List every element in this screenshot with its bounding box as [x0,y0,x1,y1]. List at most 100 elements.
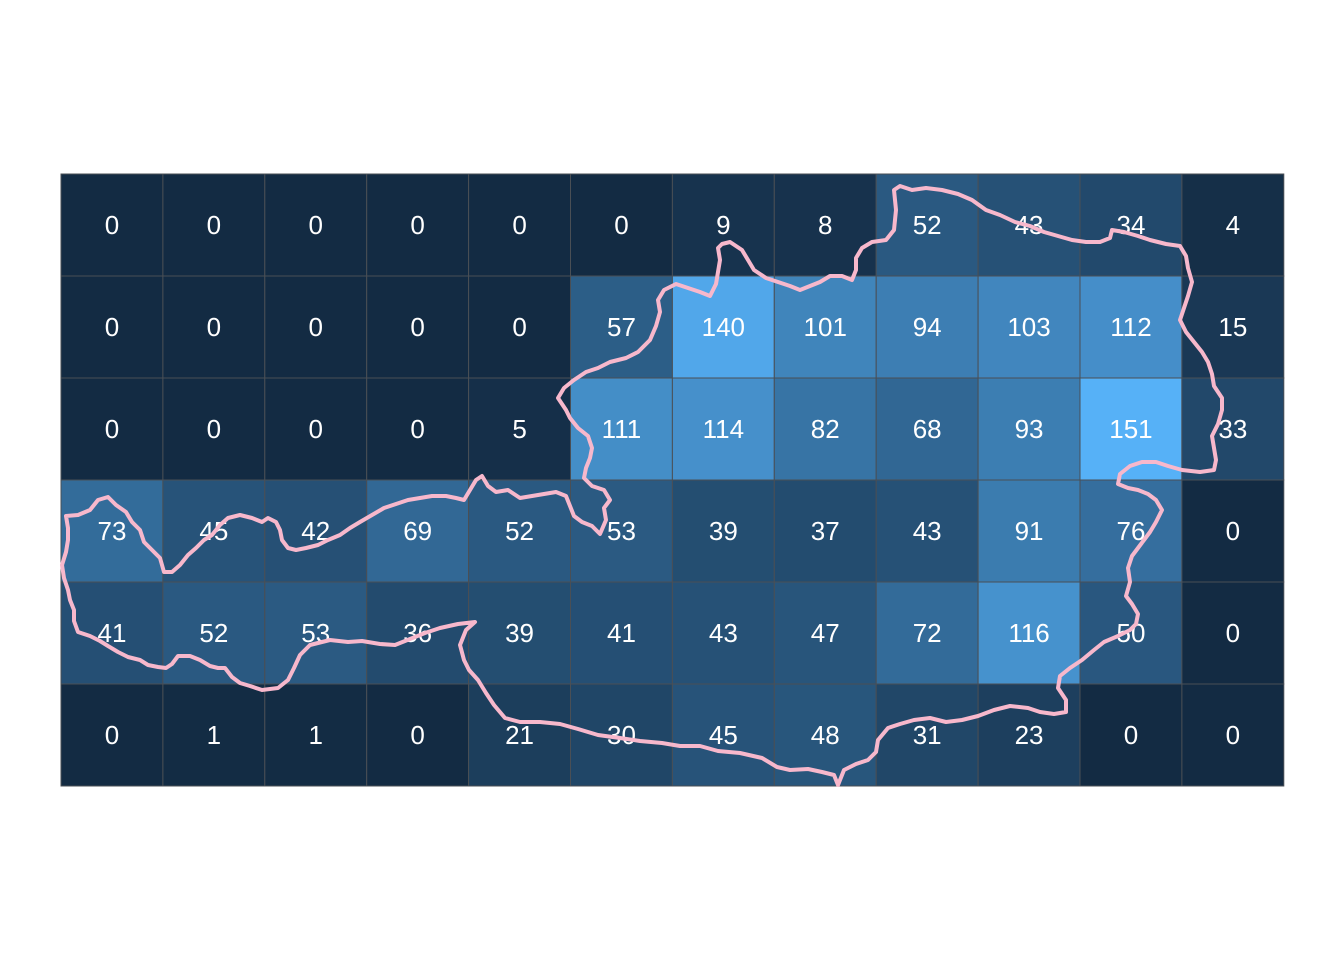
cell-value-label: 48 [811,720,840,750]
cell-value-label: 23 [1015,720,1044,750]
cell-value-label: 0 [512,210,526,240]
heatmap-cell [570,173,673,277]
heatmap-cell [671,275,775,379]
heatmap-cell [1079,275,1183,379]
heatmap-cells [60,173,1285,787]
heatmap-cell [773,581,877,685]
heatmap-cell [366,683,470,787]
heatmap-cell [773,173,877,277]
cell-value-label: 0 [410,210,424,240]
cell-value-label: 0 [207,414,221,444]
cell-value-label: 57 [607,312,636,342]
cell-value-label: 41 [607,618,636,648]
heatmap-cell [773,275,877,379]
heatmap-cell [1181,173,1285,277]
heatmap-cell [468,581,572,685]
cell-value-label: 140 [702,312,745,342]
heatmap-cell [60,479,164,583]
cell-value-label: 0 [105,210,119,240]
heatmap-cell [875,275,979,379]
heatmap-cell [264,173,368,277]
cell-value-label: 52 [913,210,942,240]
heatmap-cell [468,377,572,481]
cell-value-label: 93 [1015,414,1044,444]
country-outline [60,184,1224,787]
heatmap-cell-labels: 0 0 0 0 0 0 9 8 52 43 34 40 0 0 0 0 57 140 101 94 103 112 150 0… [97,210,1247,750]
heatmap-cell [671,479,775,583]
heatmap-cell [570,683,673,787]
heatmap-cell [60,173,164,277]
heatmap-cell [671,581,775,685]
cell-value-label: 82 [811,414,840,444]
cell-value-label: 0 [309,312,323,342]
heatmap-cell [264,581,368,685]
cell-value-label: 43 [709,618,738,648]
heatmap-cell [366,173,470,277]
cell-value-label: 0 [105,414,119,444]
heatmap-cell [570,581,673,685]
cell-value-label: 72 [913,618,942,648]
heatmap-cell [671,683,775,787]
cell-value-label: 52 [199,618,228,648]
cell-value-label: 0 [309,210,323,240]
heatmap-cell [60,683,164,787]
cell-value-label: 47 [811,618,840,648]
heatmap-cell [264,275,368,379]
heatmap-cell [60,275,164,379]
cell-value-label: 9 [716,210,730,240]
cell-value-label: 116 [1008,618,1049,648]
cell-value-label: 39 [709,516,738,546]
cell-value-label: 151 [1109,414,1152,444]
cell-value-label: 112 [1110,312,1151,342]
heatmap-cell [977,683,1081,787]
cell-value-label: 111 [602,414,642,444]
heatmap-cell [366,275,470,379]
cell-value-label: 4 [1226,210,1240,240]
cell-value-label: 91 [1015,516,1044,546]
cell-value-label: 0 [207,210,221,240]
cell-value-label: 0 [105,312,119,342]
cell-value-label: 52 [505,516,534,546]
heatmap-cell [1079,683,1183,787]
cell-value-label: 1 [309,720,323,750]
cell-value-label: 114 [703,414,744,444]
cell-value-label: 0 [105,720,119,750]
cell-value-label: 73 [97,516,126,546]
heatmap-cell [162,275,266,379]
cell-value-label: 0 [410,312,424,342]
cell-value-label: 94 [913,312,942,342]
cell-value-label: 0 [410,414,424,444]
cell-value-label: 31 [913,720,942,750]
heatmap-cell [366,377,470,481]
cell-value-label: 0 [309,414,323,444]
cell-value-label: 68 [913,414,942,444]
cell-value-label: 0 [1226,618,1240,648]
heatmap-cell [977,275,1081,379]
cell-value-label: 37 [811,516,840,546]
cell-value-label: 76 [1116,516,1145,546]
cell-value-label: 45 [709,720,738,750]
cell-value-label: 15 [1218,312,1247,342]
cell-value-label: 101 [804,312,847,342]
cell-value-label: 0 [410,720,424,750]
heatmap-cell [875,683,979,787]
heatmap-cell [875,479,979,583]
heatmap-cell [162,173,266,277]
heatmap-cell [162,683,266,787]
cell-value-label: 0 [1226,720,1240,750]
cell-value-label: 33 [1218,414,1247,444]
cell-value-label: 0 [1124,720,1138,750]
heatmap-cell [1079,581,1183,685]
cell-value-label: 69 [403,516,432,546]
heatmap-cell [977,479,1081,583]
heatmap-cell [468,275,572,379]
heatmap-cell [875,581,979,685]
cell-value-label: 53 [607,516,636,546]
heatmap-cell [60,377,164,481]
cell-value-label: 0 [1226,516,1240,546]
cell-value-label: 1 [207,720,221,750]
heatmap-cell [1181,479,1285,583]
heatmap-cell [671,377,775,481]
heatmap-cell [468,173,572,277]
